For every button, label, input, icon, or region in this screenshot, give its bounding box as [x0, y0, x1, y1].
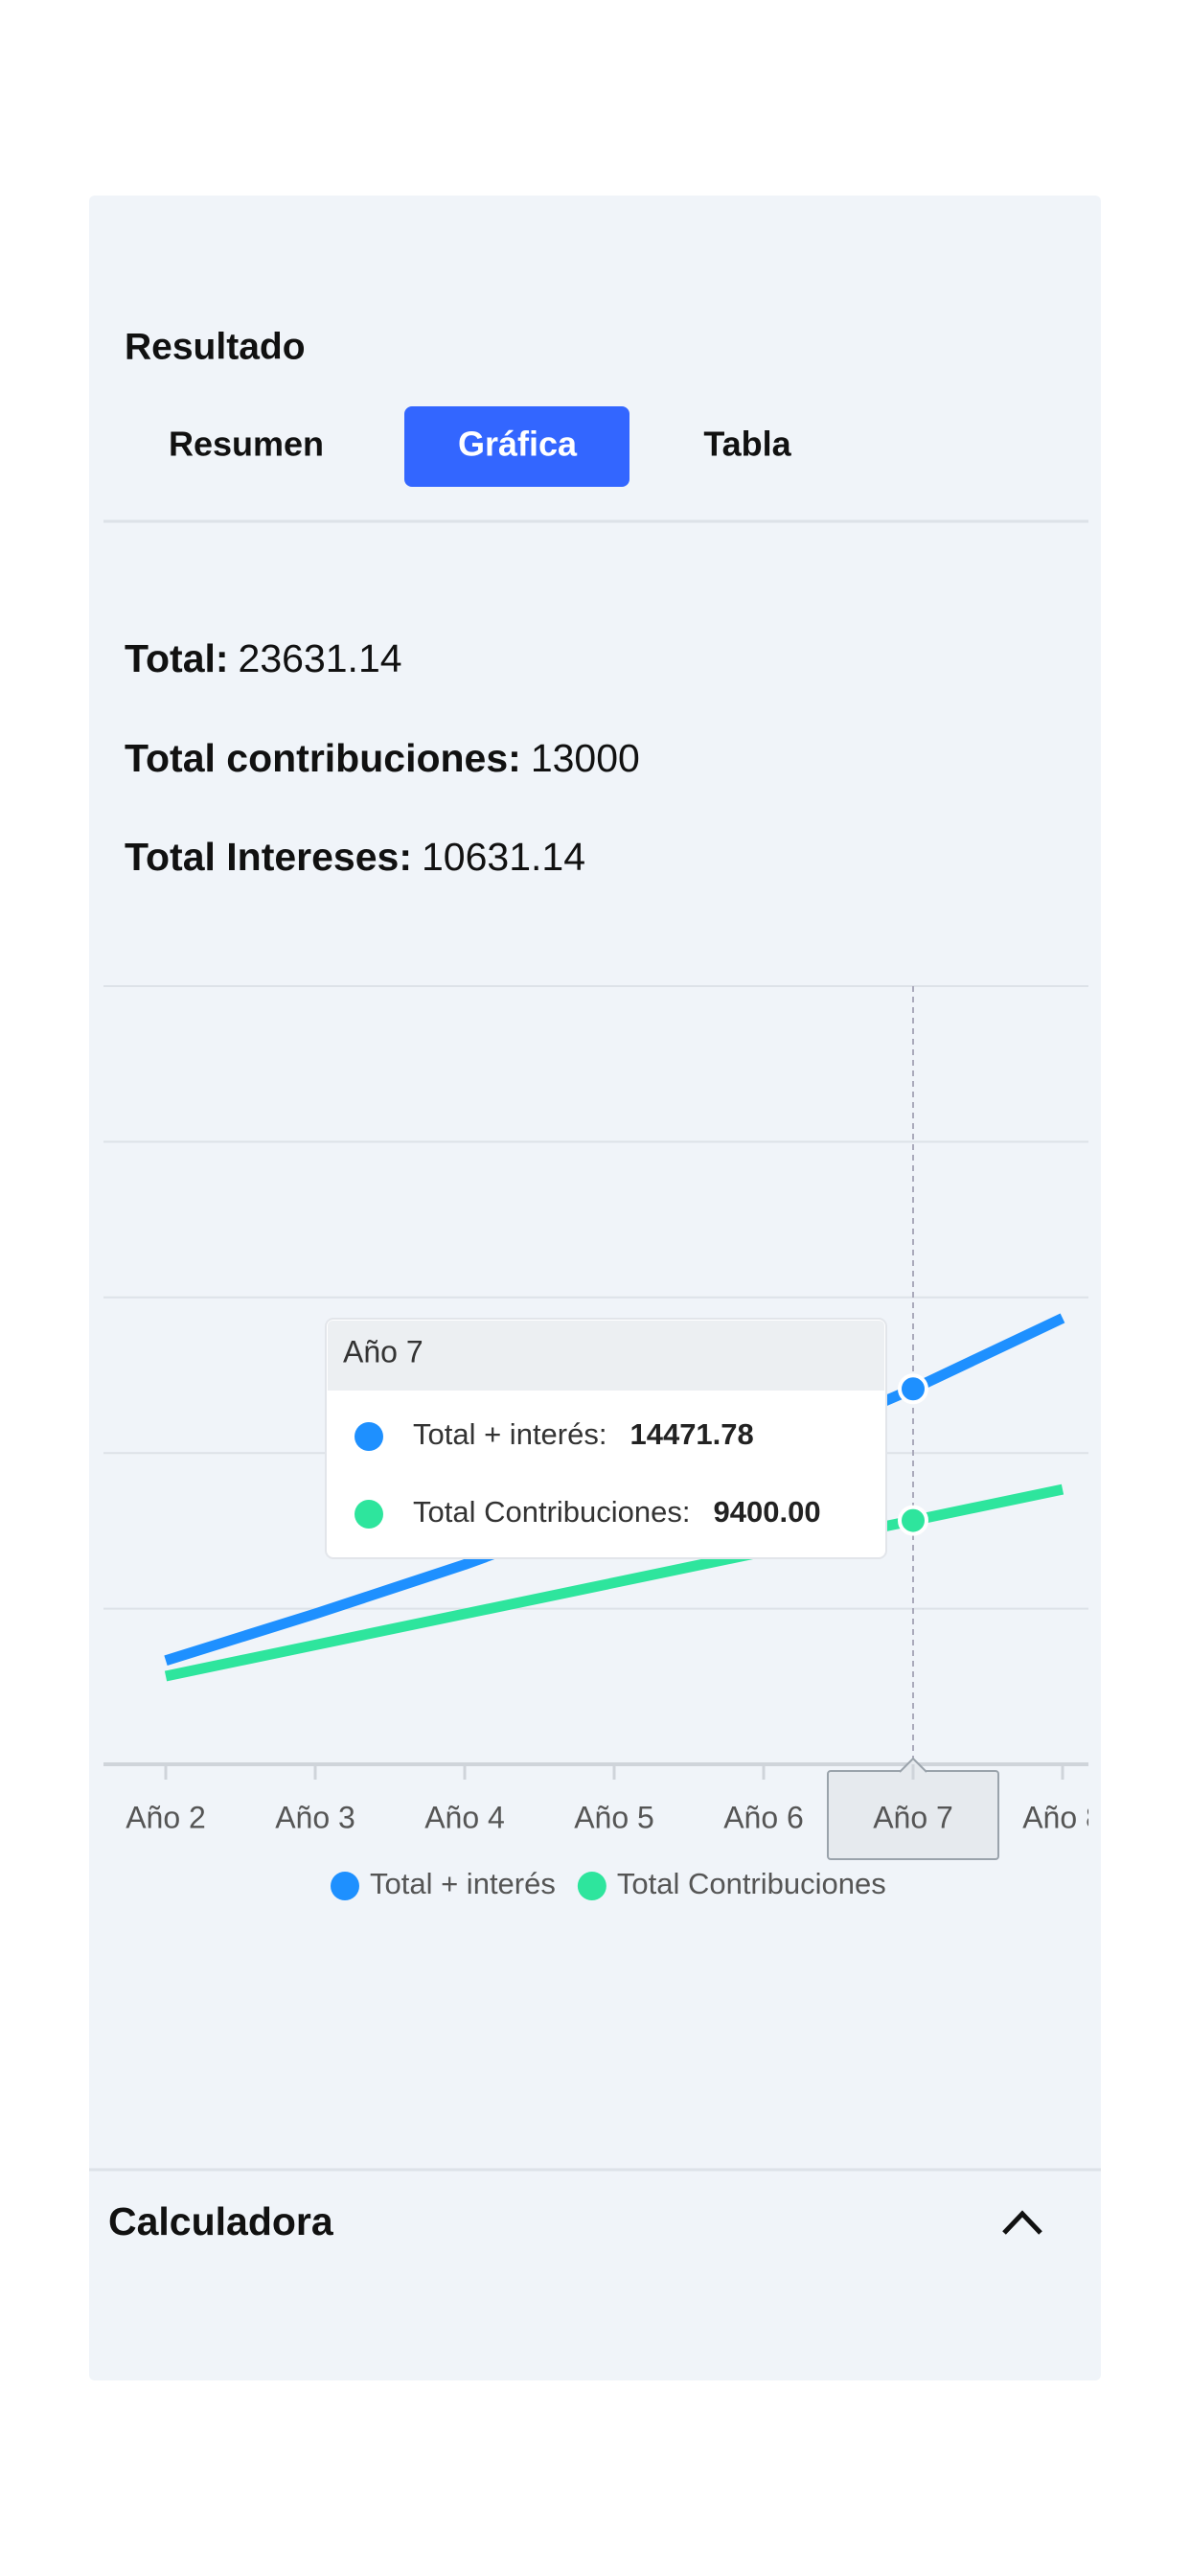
legend: Total + interés Total Contribuciones: [331, 1867, 886, 1900]
section-title: Resultado: [125, 326, 306, 367]
x-tick-label: Año 8: [1022, 1800, 1103, 1834]
tooltip-title: Año 7: [343, 1334, 423, 1368]
result-value: 10631.14: [422, 835, 585, 879]
result-label: Total:: [125, 636, 229, 680]
result-label: Total Intereses:: [125, 835, 412, 879]
card: [89, 196, 1101, 2380]
tab[interactable]: Gráfica: [458, 425, 578, 464]
legend-swatch: [331, 1872, 359, 1900]
result-value: 23631.14: [239, 636, 402, 680]
x-tick-label: Año 6: [723, 1800, 804, 1834]
legend-label[interactable]: Total + interés: [370, 1867, 556, 1900]
tooltip-value: 14471.78: [629, 1417, 753, 1451]
x-tick-label: Año 5: [574, 1800, 654, 1834]
tab-active-bg: [404, 406, 629, 487]
x-tick-label: Año 7: [873, 1800, 953, 1834]
accordion-title[interactable]: Calculadora: [108, 2199, 334, 2243]
x-axis: Año 2 Año 3 Año 4 Año 5 Año 6 Año 7 Año 8: [126, 1764, 1103, 1834]
tooltip-swatch: [355, 1422, 383, 1451]
result-value: 13000: [531, 736, 640, 780]
tooltip-label: Total + interés:: [413, 1417, 606, 1451]
legend-label[interactable]: Total Contribuciones: [617, 1867, 886, 1900]
x-tick-label: Año 2: [126, 1800, 206, 1834]
result-line: Total Intereses: 10631.14: [125, 835, 585, 879]
tab[interactable]: Resumen: [169, 425, 324, 464]
result-label: Total contribuciones:: [125, 736, 521, 780]
tooltip-label: Total Contribuciones:: [413, 1495, 691, 1529]
tooltip-header: [328, 1321, 884, 1391]
active-point: [898, 1505, 928, 1536]
active-point: [898, 1373, 928, 1405]
tooltip-value: 9400.00: [714, 1495, 821, 1529]
legend-swatch: [577, 1872, 606, 1900]
x-tick-label: Año 3: [275, 1800, 355, 1834]
result-line: Total contribuciones: 13000: [125, 736, 640, 780]
chevron-up[interactable]: [1002, 2210, 1042, 2235]
tooltip-swatch: [355, 1500, 383, 1529]
result-line: Total: 23631.14: [125, 636, 402, 680]
x-tick-label: Año 4: [424, 1800, 505, 1834]
tab[interactable]: Tabla: [703, 425, 791, 464]
